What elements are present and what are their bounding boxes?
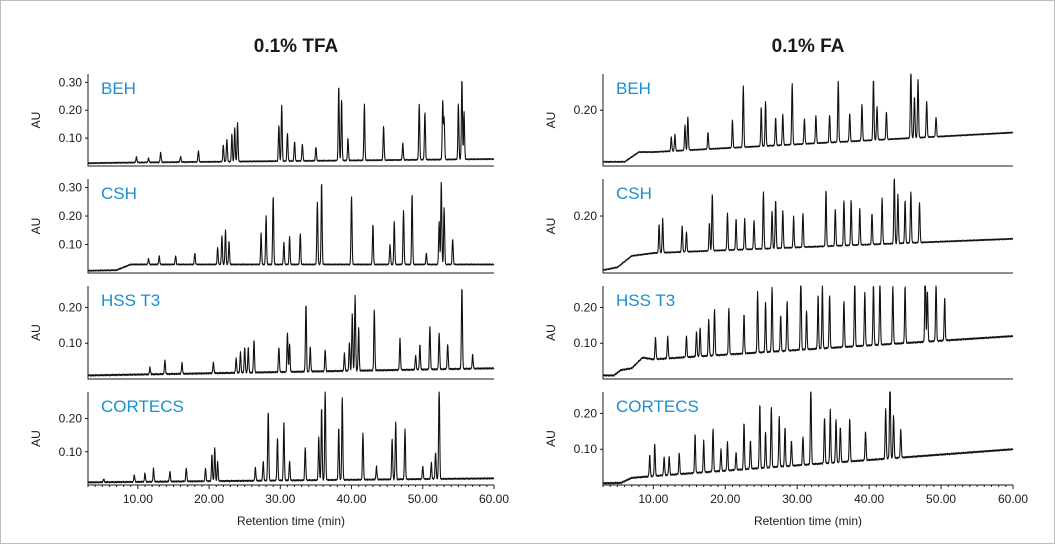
panel-label: CSH	[101, 184, 137, 203]
x-tick-label: 20.00	[710, 492, 740, 506]
y-tick-label: 0.20	[59, 412, 83, 426]
chromatogram-trace	[602, 391, 1014, 485]
y-axis-label: AU	[29, 218, 43, 235]
y-tick-label: 0.20	[574, 209, 598, 223]
y-tick-label: 0.30	[59, 181, 83, 195]
column-title: 0.1% TFA	[254, 36, 339, 57]
panel-axes	[602, 286, 1013, 380]
y-axis-label: AU	[544, 112, 558, 129]
chromatogram-trace	[87, 289, 495, 377]
y-tick-label: 0.20	[574, 103, 598, 117]
y-axis-label: AU	[29, 430, 43, 447]
x-tick-label: 10.00	[123, 492, 153, 506]
x-tick-label: 10.00	[638, 492, 668, 506]
x-axis-title: Retention time (min)	[754, 514, 862, 528]
x-tick-label: 40.00	[854, 492, 884, 506]
panel-axes	[87, 286, 494, 380]
y-tick-label: 0.20	[59, 209, 83, 223]
x-tick-label: 30.00	[265, 492, 295, 506]
panel-label: CSH	[616, 184, 652, 203]
y-tick-label: 0.10	[574, 336, 598, 350]
panel-label: HSS T3	[101, 291, 160, 310]
y-tick-label: 0.20	[574, 300, 598, 314]
panel-axes	[602, 74, 1013, 167]
y-tick-label: 0.30	[59, 75, 83, 89]
panel-label: BEH	[616, 79, 651, 98]
y-tick-label: 0.10	[574, 442, 598, 456]
y-tick-label: 0.10	[59, 131, 83, 145]
y-tick-label: 0.20	[574, 406, 598, 420]
y-tick-label: 0.10	[59, 238, 83, 252]
y-axis-label: AU	[29, 112, 43, 129]
x-tick-label: 60.00	[998, 492, 1028, 506]
y-tick-label: 0.10	[59, 336, 83, 350]
y-axis-label: AU	[29, 324, 43, 341]
panel-label: BEH	[101, 79, 136, 98]
x-tick-label: 60.00	[479, 492, 509, 506]
x-tick-label: 40.00	[337, 492, 367, 506]
panel-label: HSS T3	[616, 291, 675, 310]
chromatogram-trace	[87, 181, 495, 272]
x-tick-label: 30.00	[782, 492, 812, 506]
panel-axes	[602, 179, 1013, 274]
panel-axes	[87, 179, 494, 274]
y-tick-label: 0.20	[59, 103, 83, 117]
panel-label: CORTECS	[101, 397, 184, 416]
y-axis-label: AU	[544, 218, 558, 235]
y-tick-label: 0.20	[59, 300, 83, 314]
panel-axes	[87, 74, 494, 167]
chromatogram-trace	[602, 73, 1014, 164]
x-tick-label: 50.00	[926, 492, 956, 506]
x-tick-label: 20.00	[194, 492, 224, 506]
column-title: 0.1% FA	[772, 36, 845, 57]
y-tick-label: 0.10	[59, 445, 83, 459]
panel-label: CORTECS	[616, 397, 699, 416]
chromatogram-trace	[602, 178, 1014, 271]
chromatogram-trace	[87, 80, 495, 165]
y-axis-label: AU	[544, 430, 558, 447]
x-axis-title: Retention time (min)	[237, 514, 345, 528]
chromatogram-trace	[602, 285, 1014, 377]
chromatogram-trace	[87, 391, 495, 484]
y-axis-label: AU	[544, 324, 558, 341]
x-tick-label: 50.00	[408, 492, 438, 506]
